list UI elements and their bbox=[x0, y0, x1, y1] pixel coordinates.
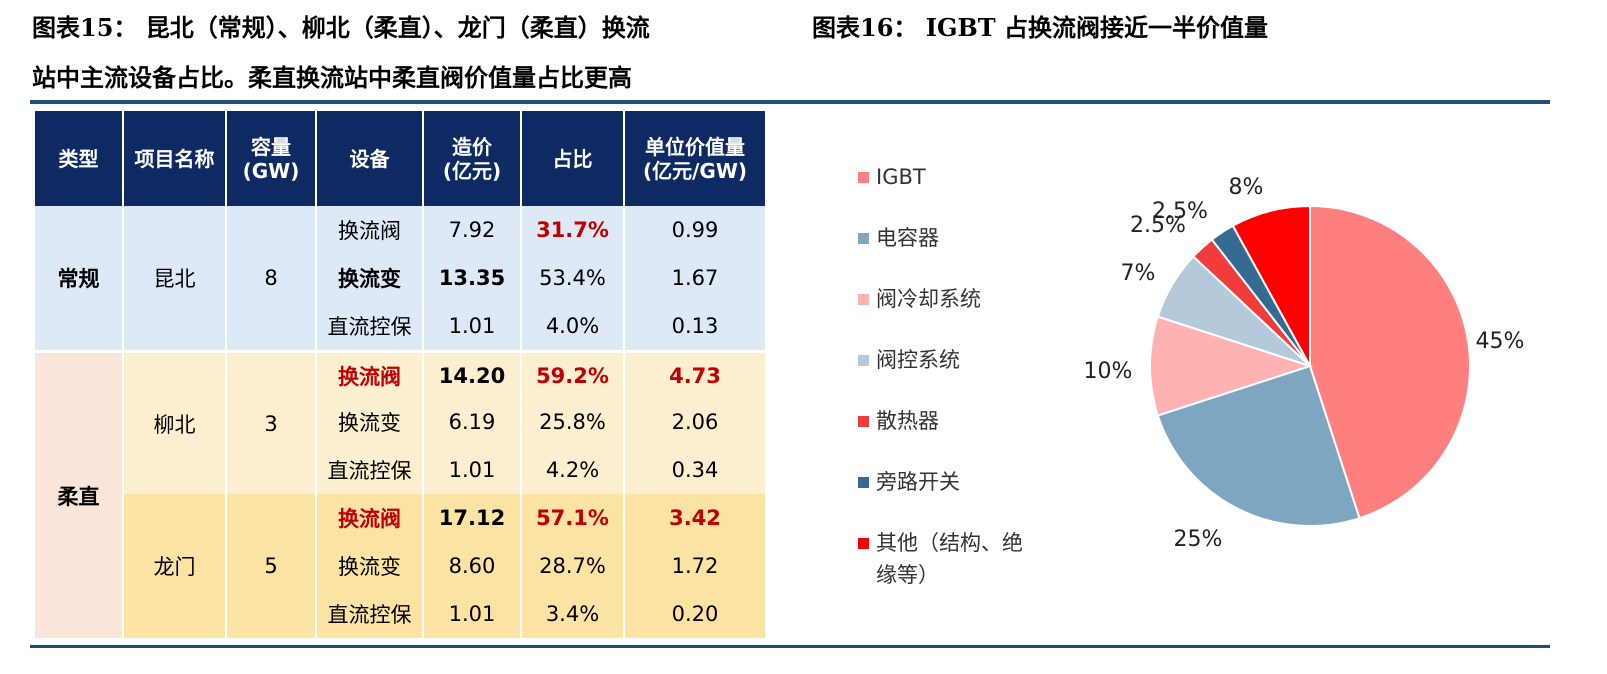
legend-swatch bbox=[858, 477, 869, 488]
share-cell: 25.8% bbox=[522, 398, 625, 446]
table-row: 柔直 柳北 3 换流阀 14.20 59.2% 4.73 bbox=[35, 350, 765, 638]
project-cell: 柳北 bbox=[124, 350, 227, 494]
cost-cell: 1.01 bbox=[424, 590, 522, 638]
legend-label: 旁路开关 bbox=[876, 470, 960, 494]
unit-cell: 0.34 bbox=[625, 446, 765, 494]
share-cell: 57.1% bbox=[522, 494, 625, 542]
unit-cell: 2.06 bbox=[625, 398, 765, 446]
type-cell: 常规 bbox=[35, 206, 124, 350]
table-row: 换流变 6.19 25.8% 2.06 bbox=[35, 398, 765, 446]
table-row: 直流控保 1.01 4.2% 0.34 bbox=[35, 446, 765, 494]
unit-cell: 0.13 bbox=[625, 302, 765, 350]
legend-swatch bbox=[858, 416, 869, 427]
header-unit-value: 单位价值量 (亿元/GW) bbox=[625, 111, 765, 206]
legend-swatch bbox=[858, 538, 869, 549]
equipment-cell: 直流控保 bbox=[317, 446, 424, 494]
capacity-cell: 3 bbox=[227, 350, 317, 494]
fig15-title-line2: 站中主流设备占比。柔直换流站中柔直阀价值量占比更高 bbox=[32, 63, 632, 92]
equipment-cell: 直流控保 bbox=[317, 590, 424, 638]
header-project: 项目名称 bbox=[124, 111, 227, 206]
table-row: 龙门 5 换流阀 17.12 57.1% 3.42 bbox=[35, 494, 765, 638]
header-cost: 造价 (亿元) bbox=[424, 111, 522, 206]
share-cell: 31.7% bbox=[522, 206, 625, 254]
cost-cell: 8.60 bbox=[424, 542, 522, 590]
legend-label: 缘等） bbox=[876, 563, 939, 587]
cost-cell: 17.12 bbox=[424, 494, 522, 542]
pie-value-label: 7% bbox=[1121, 261, 1156, 286]
share-cell: 59.2% bbox=[522, 350, 625, 398]
unit-cell: 1.72 bbox=[625, 542, 765, 590]
share-cell: 3.4% bbox=[522, 590, 625, 638]
share-cell: 4.0% bbox=[522, 302, 625, 350]
share-cell: 4.2% bbox=[522, 446, 625, 494]
share-cell: 28.7% bbox=[522, 542, 625, 590]
table-header-row: 类型 项目名称 容量 (GW) 设备 造价 (亿元) 占比 单位价值量 (亿元/GW) bbox=[35, 111, 765, 206]
table-row: 换流变 13.35 53.4% 1.67 bbox=[35, 254, 765, 302]
type-cell: 柔直 bbox=[35, 350, 124, 638]
project-cell: 昆北 bbox=[124, 206, 227, 350]
capacity-cell: 8 bbox=[227, 206, 317, 350]
table-row: 换流变 8.60 28.7% 1.72 bbox=[35, 542, 765, 590]
capacity-cell: 5 bbox=[227, 494, 317, 638]
cost-cell: 7.92 bbox=[424, 206, 522, 254]
equipment-cell: 直流控保 bbox=[317, 302, 424, 350]
legend-label: 阀控系统 bbox=[876, 348, 960, 372]
legend-swatch bbox=[858, 172, 869, 183]
table-row: 直流控保 1.01 4.0% 0.13 bbox=[35, 302, 765, 350]
header-share: 占比 bbox=[522, 111, 625, 206]
equipment-cell: 换流阀 bbox=[317, 494, 424, 542]
legend-swatch bbox=[858, 233, 869, 244]
unit-cell: 4.73 bbox=[625, 350, 765, 398]
pie-value-label: 45% bbox=[1476, 329, 1525, 354]
pie-slice-1 bbox=[1156, 364, 1361, 527]
equipment-cell: 换流变 bbox=[317, 542, 424, 590]
legend-swatch bbox=[858, 294, 869, 305]
fig16-title: 图表16： IGBT 占换流阀接近一半价值量 bbox=[812, 13, 1268, 42]
pie-slice-6 bbox=[1231, 204, 1311, 367]
pie-value-label: 8% bbox=[1229, 175, 1264, 200]
unit-cell: 3.42 bbox=[625, 494, 765, 542]
pie-value-label: 25% bbox=[1174, 527, 1223, 552]
equipment-cell: 换流变 bbox=[317, 254, 424, 302]
fig15-title-line1: 图表15： 昆北（常规）、柳北（柔直）、龙门（柔直）换流 bbox=[32, 13, 650, 42]
bottom-rule bbox=[30, 645, 1550, 648]
top-rule bbox=[30, 100, 1550, 104]
pie-slice-2 bbox=[1149, 315, 1314, 417]
legend-label: 其他（结构、绝 bbox=[876, 531, 1023, 555]
unit-cell: 1.67 bbox=[625, 254, 765, 302]
cost-cell: 14.20 bbox=[424, 350, 522, 398]
header-capacity: 容量 (GW) bbox=[227, 111, 317, 206]
equipment-cell: 换流变 bbox=[317, 398, 424, 446]
legend-label: 阀冷却系统 bbox=[876, 287, 981, 311]
pie-value-label: 10% bbox=[1084, 359, 1133, 384]
cost-cell: 13.35 bbox=[424, 254, 522, 302]
pie-value-label: 2.5% bbox=[1152, 199, 1208, 224]
unit-cell: 0.99 bbox=[625, 206, 765, 254]
equipment-cell: 换流阀 bbox=[317, 350, 424, 398]
unit-cell: 0.20 bbox=[625, 590, 765, 638]
table-row: 直流控保 1.01 3.4% 0.20 bbox=[35, 590, 765, 638]
cost-cell: 1.01 bbox=[424, 446, 522, 494]
header-equipment: 设备 bbox=[317, 111, 424, 206]
pie-slice-0 bbox=[1309, 204, 1471, 520]
legend-label: IGBT bbox=[876, 165, 926, 189]
equipment-cell: 换流阀 bbox=[317, 206, 424, 254]
cost-table: 类型 项目名称 容量 (GW) 设备 造价 (亿元) 占比 单位价值量 (亿元/GW)… bbox=[35, 111, 765, 638]
share-cell: 53.4% bbox=[522, 254, 625, 302]
cost-cell: 1.01 bbox=[424, 302, 522, 350]
cost-cell: 6.19 bbox=[424, 398, 522, 446]
header-type: 类型 bbox=[35, 111, 124, 206]
legend-label: 电容器 bbox=[876, 226, 939, 250]
pie-slices bbox=[1149, 204, 1471, 527]
table-row: 常规 昆北 8 换流阀 7.92 31.7% 0.99 bbox=[35, 206, 765, 350]
legend-label: 散热器 bbox=[876, 409, 939, 433]
legend-swatch bbox=[858, 355, 869, 366]
pie-value-label: 2.5% bbox=[1130, 213, 1186, 238]
pie-value-labels: 45% 25% 10% 7% 2.5%2.5% 8% bbox=[1084, 175, 1525, 552]
project-cell: 龙门 bbox=[124, 494, 227, 638]
